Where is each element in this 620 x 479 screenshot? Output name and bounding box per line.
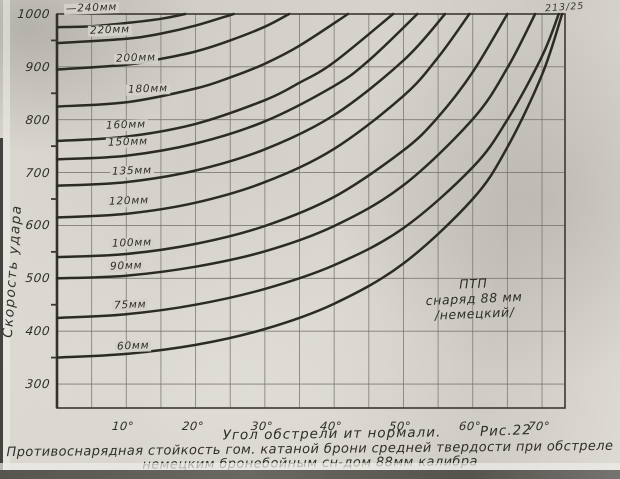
curve-label-120mm: 120мм [106, 194, 152, 208]
y-tick-label-900: 900 [24, 59, 51, 74]
x-tick-label-20: 20° [180, 419, 205, 433]
curve-60mm [55, 12, 564, 359]
curve-label-100mm: 100мм [109, 236, 155, 250]
curve-240mm [55, 12, 187, 29]
x-tick-label-10: 10° [111, 419, 135, 433]
y-tick-label-500: 500 [24, 271, 51, 286]
curve-220mm [55, 12, 235, 45]
shell-annotation: ПТП снаряд 88 мм /немецкий/ [423, 274, 525, 323]
curve-label-75mm: 75мм [111, 298, 149, 312]
curve-label-240mm: —240мм [63, 1, 120, 15]
figure-label: Рис.22 [479, 422, 533, 440]
photo-bottom-highlight [0, 463, 620, 471]
curve-label-60mm: 60мм [114, 339, 152, 353]
curve-150mm [55, 12, 419, 161]
photo-bottom-edge [0, 470, 620, 479]
curve-label-135mm: 135мм [109, 164, 155, 178]
y-tick-label-700: 700 [24, 165, 51, 180]
curve-135mm [55, 12, 447, 188]
curve-label-160mm: 160мм [103, 118, 149, 132]
y-tick-label-800: 800 [24, 112, 51, 127]
curve-180mm [55, 12, 350, 108]
y-tick-label-400: 400 [24, 324, 51, 339]
y-tick-label-1000: 1000 [16, 7, 51, 21]
y-tick-label-600: 600 [24, 218, 51, 233]
y-tick-label-300: 300 [24, 377, 51, 392]
curve-200mm [55, 12, 291, 71]
curve-90mm [55, 12, 537, 280]
curve-label-90mm: 90мм [107, 259, 145, 273]
photo-left-edge [0, 138, 3, 479]
curve-75mm [55, 12, 560, 320]
curve-label-180mm: 180мм [125, 82, 171, 96]
curve-label-220mm: 220мм [87, 23, 133, 37]
curve-label-200mm: 200мм [113, 51, 159, 65]
curve-100mm [55, 12, 509, 259]
photo-left-margin [3, 0, 10, 479]
curve-120mm [55, 12, 471, 219]
curve-label-150mm: 150мм [105, 135, 151, 149]
